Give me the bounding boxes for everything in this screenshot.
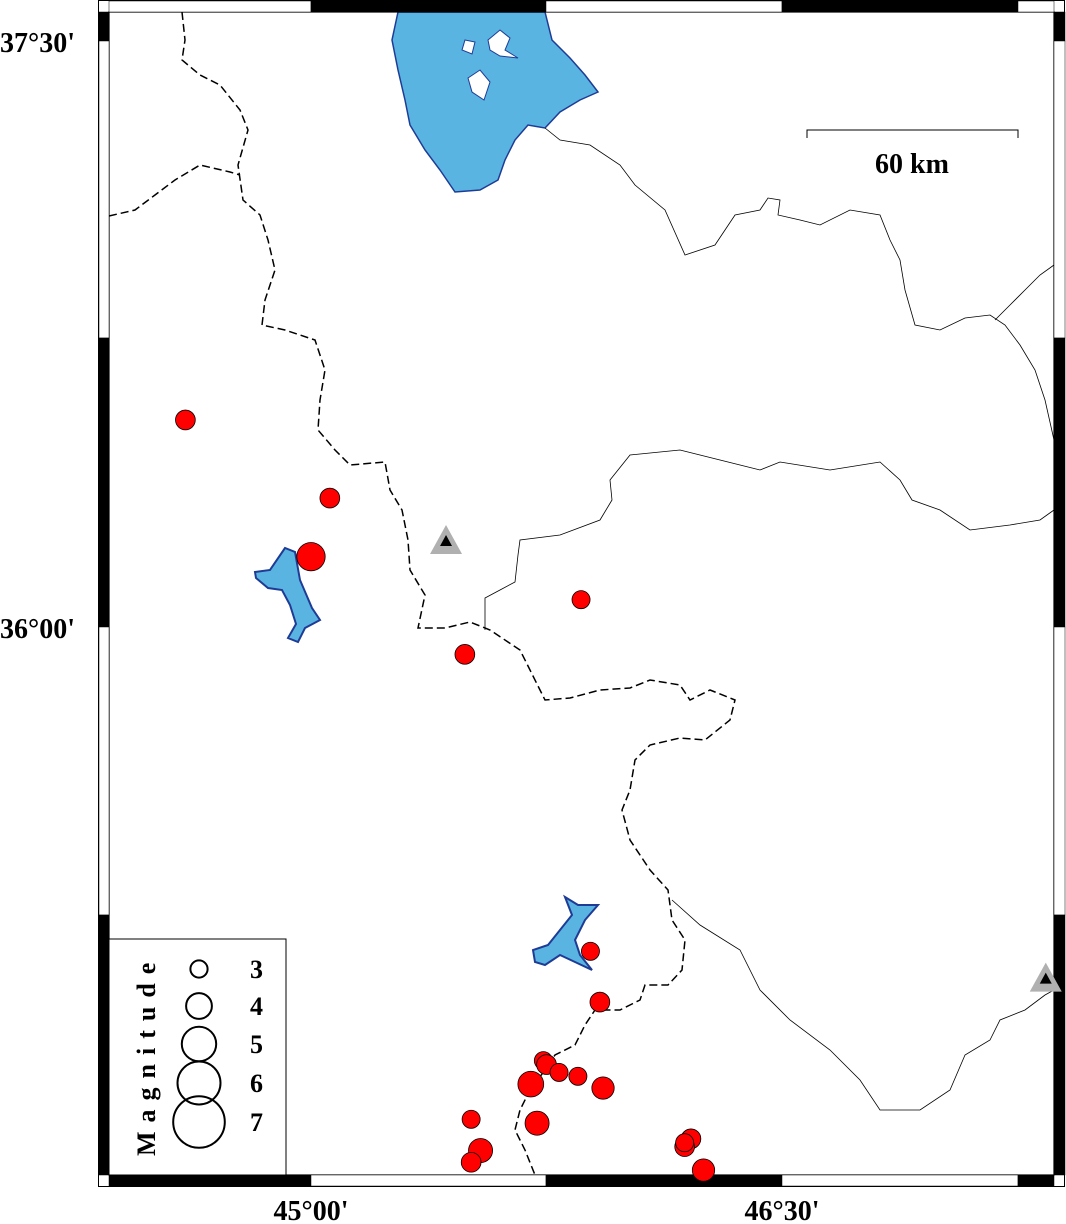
frame-band — [1053, 337, 1066, 628]
lake — [253, 546, 322, 644]
island — [461, 39, 476, 55]
frame-band — [98, 11, 110, 42]
legend-circle — [185, 992, 213, 1020]
earthquake-event — [517, 1070, 545, 1098]
legend-label: 6 — [250, 1069, 263, 1098]
legend-label: 5 — [250, 1030, 263, 1059]
earthquake-event — [319, 487, 341, 509]
frame-band — [108, 1174, 312, 1187]
international-border — [181, 11, 736, 1176]
international-border-west — [108, 164, 241, 217]
lake — [531, 894, 601, 971]
earthquake-event — [460, 1151, 482, 1173]
earthquake-event — [454, 644, 476, 665]
lat-label-36-00: 36°00' — [0, 614, 75, 645]
water-bodies — [253, 11, 601, 971]
frame-band — [310, 0, 547, 13]
lon-label-45-00: 45°00' — [274, 1196, 349, 1224]
seismic-stations — [430, 525, 1062, 992]
earthquake-event — [549, 1062, 569, 1082]
frame-band — [781, 0, 1019, 13]
earthquake-event — [589, 991, 611, 1013]
legend-circle — [172, 1095, 226, 1149]
frame-band — [98, 337, 110, 628]
legend-label: 4 — [250, 992, 263, 1021]
province-border — [994, 264, 1055, 321]
earthquake-event — [571, 590, 591, 610]
frame-band — [1053, 914, 1066, 1176]
frame-band — [108, 0, 312, 13]
station-marker — [440, 535, 453, 547]
lake-urmia — [391, 11, 600, 193]
frame-band — [1017, 0, 1055, 13]
frame-band — [1053, 40, 1066, 339]
frame-band — [1053, 11, 1066, 42]
earthquake-event — [691, 1158, 716, 1182]
earthquake-event — [581, 941, 600, 961]
earthquake-events — [175, 409, 716, 1182]
legend-label: 3 — [250, 955, 263, 984]
province-border — [671, 899, 1055, 1111]
map-frame — [98, 0, 1066, 1187]
earthquake-event — [524, 1110, 550, 1136]
legend-title: Magnitude — [132, 954, 161, 1156]
earthquake-event — [675, 1133, 695, 1153]
legend-circle — [189, 959, 209, 979]
frame-band — [98, 626, 110, 916]
province-border — [544, 127, 1055, 441]
frame-band — [781, 1174, 1019, 1187]
frame-band — [1017, 1174, 1055, 1187]
earthquake-event — [175, 409, 196, 431]
island — [487, 29, 519, 59]
earthquake-event — [461, 1109, 481, 1129]
earthquake-event — [568, 1066, 588, 1086]
lon-label-46-30: 46°30' — [745, 1196, 820, 1224]
lat-label-37-30: 37°30' — [0, 28, 75, 59]
tick-labels: 37°30' 36°00' 45°00' 46°30' — [0, 28, 819, 1224]
frame-band — [98, 40, 110, 339]
scale-bar-label: 60 km — [875, 149, 949, 180]
frame-band — [545, 1174, 783, 1187]
station-marker — [1039, 972, 1052, 984]
earthquake-event — [296, 542, 326, 572]
scale-bar: 60 km — [806, 129, 1019, 180]
island — [467, 69, 491, 101]
province-border — [484, 449, 1055, 630]
magnitude-legend: Magnitude 3 4 5 6 7 — [108, 938, 287, 1176]
frame-band — [1053, 626, 1066, 916]
earthquake-event — [591, 1076, 615, 1100]
frame-band — [310, 1174, 547, 1187]
legend-circle — [176, 1060, 222, 1106]
legend-label: 7 — [250, 1108, 263, 1137]
frame-band — [545, 0, 783, 13]
frame-band — [98, 914, 110, 1176]
